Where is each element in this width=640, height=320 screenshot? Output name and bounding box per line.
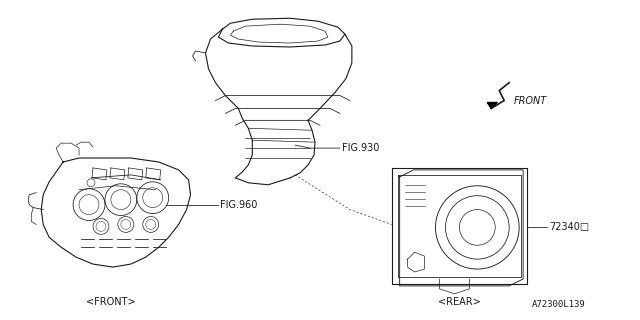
Text: 72340□: 72340□ [549,222,589,232]
Text: FIG.930: FIG.930 [342,143,380,153]
Text: <REAR>: <REAR> [438,297,481,307]
Text: FRONT: FRONT [514,96,547,106]
Polygon shape [487,102,497,108]
Text: FIG.960: FIG.960 [220,200,258,210]
Text: <FRONT>: <FRONT> [86,297,136,307]
Text: A72300L139: A72300L139 [532,300,586,309]
